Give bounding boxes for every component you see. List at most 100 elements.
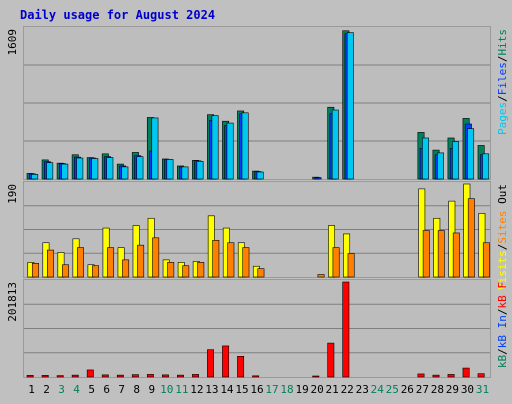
bar-kb-f-day-4 — [71, 374, 79, 378]
x-tick-label: 11 — [175, 383, 188, 396]
bar-kb-f-day-15 — [237, 355, 245, 378]
bar-sites-day-15 — [242, 247, 250, 278]
legend-item: Visits — [496, 250, 509, 290]
bar-kb-f-day-11 — [177, 374, 184, 378]
x-axis-day-labels: 1 2 3 4 5 6 7 8 9 10 11 12 13 14 15 16 17 18 19 20 21 22 23 24 2… — [28, 383, 489, 396]
x-tick-label: 14 — [220, 383, 234, 396]
bar-pages-day-3 — [61, 163, 69, 180]
bar-pages-day-10 — [166, 159, 174, 180]
bar-kb-f-day-20 — [312, 375, 320, 378]
x-tick-label: 31 — [476, 383, 489, 396]
x-tick-label: 22 — [341, 383, 354, 396]
x-tick-label: 17 — [265, 383, 278, 396]
legend-item: / — [496, 309, 509, 316]
x-tick-label: 15 — [235, 383, 248, 396]
bar-kb-f-day-10 — [162, 374, 169, 378]
x-tick-label: 6 — [103, 383, 110, 396]
bar-pages-day-4 — [76, 157, 84, 180]
legend-item: Files — [496, 62, 509, 95]
bar-pages-day-30 — [467, 128, 475, 180]
legend-item: / — [496, 348, 509, 355]
x-tick-label: 19 — [295, 383, 308, 396]
bar-pages-day-16 — [256, 171, 264, 180]
x-tick-label: 21 — [326, 383, 339, 396]
bar-sites-day-28 — [437, 230, 445, 278]
x-tick-label: 23 — [356, 383, 369, 396]
x-tick-label: 18 — [280, 383, 293, 396]
bar-sites-day-4 — [77, 247, 84, 278]
bar-sites-day-22 — [347, 253, 355, 278]
bar-pages-day-21 — [331, 109, 339, 180]
bar-kb-f-day-22 — [342, 281, 350, 378]
bar-pages-day-1 — [31, 174, 39, 180]
bar-sites-day-5 — [92, 265, 100, 278]
bar-sites-day-6 — [107, 247, 115, 278]
bar-sites-day-16 — [257, 268, 265, 278]
bar-sites-day-12 — [197, 262, 205, 278]
x-tick-label: 29 — [446, 383, 459, 396]
legend-item: / — [496, 56, 509, 63]
bar-sites-day-8 — [137, 244, 145, 278]
legend-item: / — [496, 244, 509, 251]
legend-item: / — [496, 95, 509, 102]
x-tick-label: 5 — [88, 383, 95, 396]
bar-pages-day-31 — [482, 153, 490, 180]
chart-title: Daily usage for August 2024 — [20, 8, 215, 22]
bar-files-day-20 — [314, 177, 322, 180]
legend-item: Sites — [496, 211, 509, 244]
bar-sites-day-29 — [452, 232, 460, 278]
bar-sites-day-10 — [167, 262, 175, 278]
bar-sites-day-14 — [227, 242, 235, 278]
x-tick-label: 20 — [311, 383, 324, 396]
bar-pages-day-8 — [136, 156, 144, 180]
x-tick-label: 12 — [190, 383, 203, 396]
bar-kb-f-day-12 — [192, 374, 199, 378]
bar-sites-day-11 — [182, 265, 190, 278]
x-tick-label: 30 — [461, 383, 474, 396]
y-max-label: 1609 — [6, 29, 19, 56]
bar-pages-day-12 — [196, 160, 204, 180]
x-tick-label: 13 — [205, 383, 218, 396]
x-tick-label: 4 — [73, 383, 80, 396]
x-tick-label: 26 — [401, 383, 414, 396]
x-tick-label: 27 — [416, 383, 429, 396]
bar-kb-f-day-5 — [86, 369, 94, 378]
x-tick-label: 3 — [58, 383, 65, 396]
legend-item: Out — [496, 184, 509, 211]
bar-kb-f-day-31 — [477, 373, 485, 378]
chart-panel-visits-sites: 190 Visits/Sites Out — [6, 181, 509, 290]
bar-kb-f-day-6 — [101, 374, 109, 378]
x-tick-label: 2 — [43, 383, 50, 396]
legend-item: kB F — [496, 282, 509, 309]
x-tick-label: 9 — [148, 383, 155, 396]
bar-sites-day-31 — [482, 242, 490, 278]
bar-kb-f-day-3 — [56, 375, 64, 378]
x-tick-label: 8 — [133, 383, 140, 396]
bar-kb-f-day-27 — [417, 373, 425, 378]
chart-panel-hits-files-pages: 1609 Pages/Files/Hits — [6, 26, 509, 180]
bar-pages-day-22 — [346, 32, 354, 180]
bar-kb-f-day-8 — [131, 374, 139, 378]
y-max-label: 201813 — [6, 282, 19, 322]
legend-item: kB — [496, 355, 509, 369]
bar-pages-day-7 — [121, 166, 129, 180]
bar-pages-day-11 — [181, 166, 189, 180]
bar-sites-day-7 — [122, 259, 130, 278]
bar-kb-f-day-28 — [432, 374, 440, 378]
bar-sites-day-30 — [467, 198, 475, 278]
bar-pages-day-6 — [106, 157, 114, 180]
bar-sites-day-27 — [422, 230, 430, 278]
legend: Pages/Files/Hits — [496, 29, 509, 135]
bar-kb-f-day-29 — [447, 374, 455, 378]
bar-sites-day-2 — [46, 249, 54, 278]
bar-pages-day-9 — [151, 117, 159, 180]
bar-pages-day-27 — [422, 137, 429, 180]
bar-sites-day-1 — [31, 262, 39, 278]
bar-kb-f-day-14 — [222, 345, 230, 378]
bar-pages-day-5 — [91, 158, 99, 180]
legend-item: Pages — [496, 102, 509, 135]
bar-pages-day-29 — [452, 141, 460, 180]
bar-kb-f-day-30 — [462, 367, 470, 378]
